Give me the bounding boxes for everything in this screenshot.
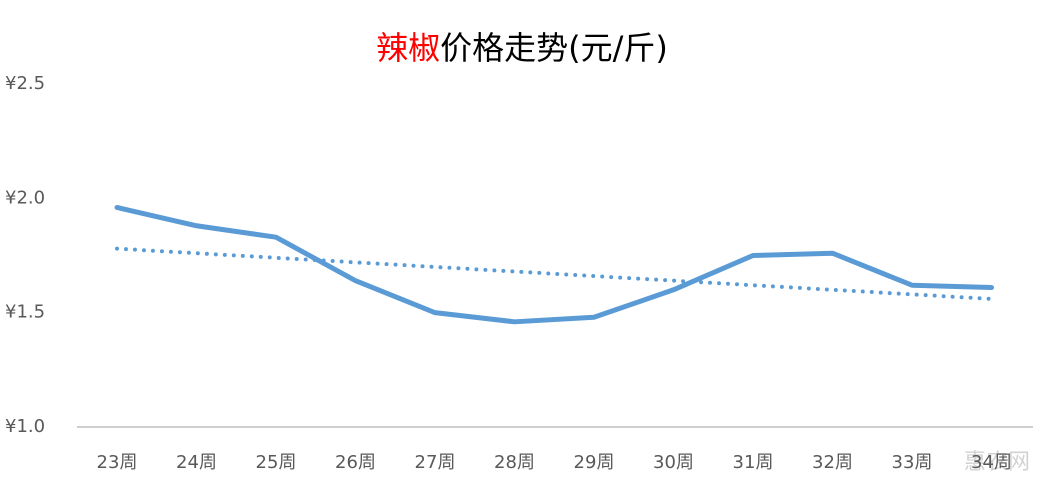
- x-tick-label: 31周: [733, 452, 774, 473]
- x-tick-label: 28周: [494, 452, 535, 473]
- price-line: [114, 204, 994, 325]
- chart-title: 辣椒价格走势(元/斤): [376, 29, 668, 67]
- x-tick-label: 23周: [97, 452, 138, 473]
- title-rest: 价格走势(元/斤): [440, 29, 668, 67]
- y-tick-label: ¥2.5: [5, 73, 45, 94]
- x-tick-label: 32周: [812, 452, 853, 473]
- trend-line: [115, 246, 994, 301]
- title-highlight: 辣椒: [376, 29, 440, 67]
- x-tick-label: 34周: [971, 452, 1012, 473]
- watermark: 惠农网: [964, 450, 1030, 475]
- x-tick-label: 27周: [415, 452, 456, 473]
- y-tick-label: ¥2.0: [5, 187, 45, 208]
- x-tick-label: 30周: [653, 452, 694, 473]
- y-tick-label: ¥1.5: [5, 302, 45, 323]
- x-tick-label: 29周: [574, 452, 615, 473]
- x-tick-label: 25周: [256, 452, 297, 473]
- y-tick-label: ¥1.0: [5, 416, 45, 437]
- x-tick-label: 33周: [892, 452, 933, 473]
- x-tick-label: 24周: [176, 452, 217, 473]
- x-tick-label: 26周: [335, 452, 376, 473]
